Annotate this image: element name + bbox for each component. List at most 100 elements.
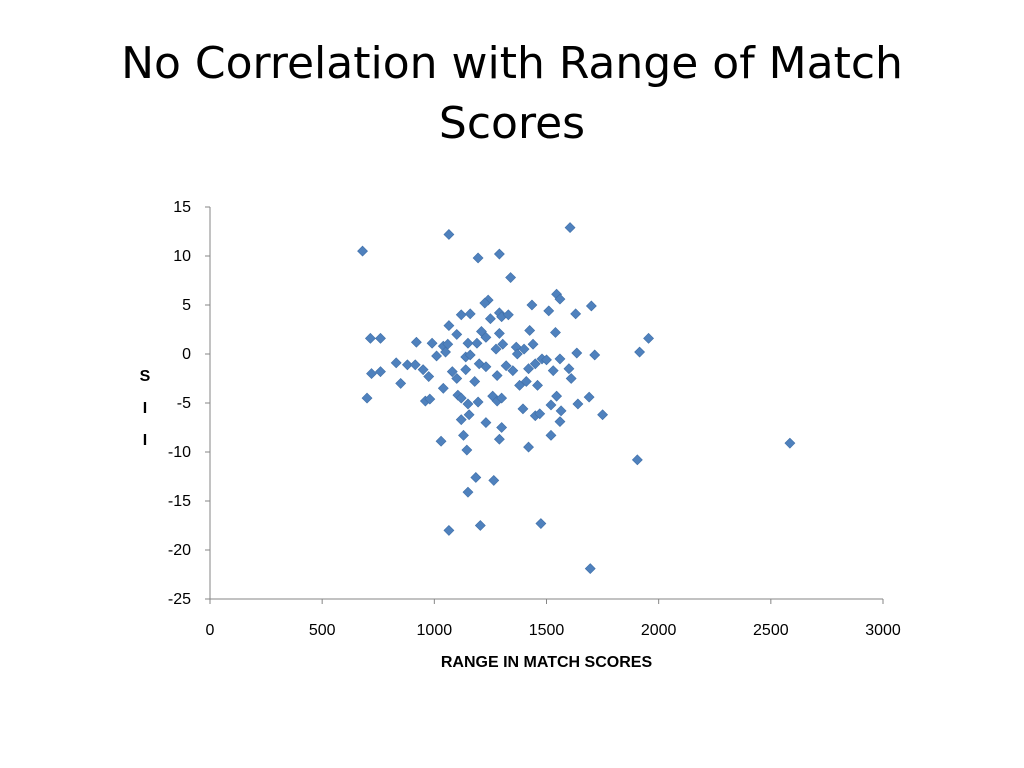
- y-tick-label: 15: [173, 199, 191, 216]
- data-point: [550, 327, 561, 338]
- data-point: [551, 390, 563, 402]
- y-axis: 15 10 5 0 -5 -10 -15 -20 -25: [168, 199, 211, 608]
- data-point: [479, 297, 491, 309]
- data-point: [514, 379, 526, 391]
- data-point: [451, 373, 463, 384]
- data-point: [437, 382, 449, 394]
- data-point: [464, 308, 476, 320]
- data-point: [460, 364, 472, 376]
- x-tick-label: 0: [206, 622, 215, 639]
- data-point: [547, 365, 559, 377]
- data-point: [543, 305, 555, 317]
- data-point: [493, 327, 505, 339]
- x-tick-label: 1000: [417, 622, 453, 639]
- data-point: [565, 373, 577, 384]
- data-point: [364, 332, 376, 344]
- data-point: [527, 338, 539, 350]
- data-point: [462, 486, 474, 498]
- data-point: [545, 399, 557, 411]
- data-point: [529, 358, 541, 370]
- data-point: [472, 396, 484, 408]
- data-point: [507, 365, 519, 377]
- data-point: [490, 343, 502, 355]
- y-tick-label: 0: [182, 346, 191, 363]
- data-point: [589, 349, 601, 361]
- data-point: [555, 405, 567, 417]
- data-point: [472, 252, 484, 264]
- data-point: [462, 398, 474, 410]
- data-point: [631, 454, 643, 466]
- x-axis: 0 500 1000 1500 2000 2500 3000: [206, 598, 901, 639]
- data-point: [390, 357, 402, 369]
- data-point: [463, 409, 475, 421]
- data-point: [585, 300, 597, 312]
- data-point: [361, 392, 373, 404]
- data-point: [523, 363, 534, 375]
- data-point: [440, 346, 451, 358]
- data-point: [597, 409, 609, 421]
- data-point: [470, 472, 482, 483]
- data-point: [500, 360, 512, 372]
- data-point: [446, 366, 458, 378]
- data-point: [496, 422, 508, 433]
- data-point: [564, 222, 576, 234]
- y-axis-title-letter: I: [143, 432, 147, 449]
- data-point: [554, 416, 566, 428]
- data-point: [395, 377, 407, 389]
- data-point: [435, 435, 447, 447]
- data-point: [480, 417, 492, 429]
- data-point: [496, 392, 508, 404]
- data-point: [502, 309, 514, 321]
- data-point: [401, 359, 413, 371]
- data-point: [410, 336, 422, 348]
- data-point: [471, 337, 483, 349]
- data-point: [488, 474, 500, 486]
- data-point: [469, 376, 481, 387]
- data-point: [464, 349, 476, 361]
- data-point: [545, 429, 557, 441]
- data-point: [643, 332, 654, 344]
- x-tick-label: 2000: [641, 622, 677, 639]
- data-point: [474, 520, 486, 531]
- data-point: [455, 309, 467, 321]
- data-point: [480, 361, 492, 373]
- data-point: [357, 245, 368, 257]
- data-point: [518, 343, 530, 355]
- y-axis-title: SII: [140, 368, 151, 449]
- x-axis-title: RANGE IN MATCH SCORES: [441, 654, 653, 671]
- data-point: [461, 444, 473, 456]
- data-point: [497, 338, 509, 350]
- data-point: [484, 313, 496, 325]
- data-point: [523, 441, 534, 453]
- y-tick-label: -10: [168, 444, 191, 461]
- data-point: [476, 326, 487, 337]
- data-point: [366, 368, 377, 380]
- x-tick-label: 2500: [753, 622, 789, 639]
- data-point: [584, 563, 596, 575]
- slide-title: No Correlation with Range of Match Score…: [121, 38, 903, 149]
- data-point: [517, 403, 529, 415]
- x-tick-label: 500: [309, 622, 336, 639]
- y-tick-label: -5: [177, 395, 191, 412]
- data-point: [451, 328, 463, 340]
- data-point: [534, 408, 546, 420]
- data-point: [505, 272, 517, 283]
- data-point: [409, 359, 421, 371]
- data-point: [417, 364, 429, 376]
- data-point: [563, 363, 575, 375]
- data-point: [493, 248, 505, 260]
- data-point: [511, 348, 523, 360]
- data-point: [462, 337, 474, 349]
- y-axis-title-letter: S: [140, 368, 151, 385]
- data-point: [375, 366, 386, 378]
- y-tick-label: 10: [173, 248, 191, 265]
- data-point: [443, 524, 455, 536]
- data-point: [541, 354, 552, 366]
- data-point: [443, 229, 455, 240]
- y-tick-label: -20: [168, 542, 191, 559]
- data-point: [375, 332, 386, 344]
- data-point: [634, 346, 646, 358]
- data-point: [524, 325, 536, 336]
- data-point: [493, 433, 505, 445]
